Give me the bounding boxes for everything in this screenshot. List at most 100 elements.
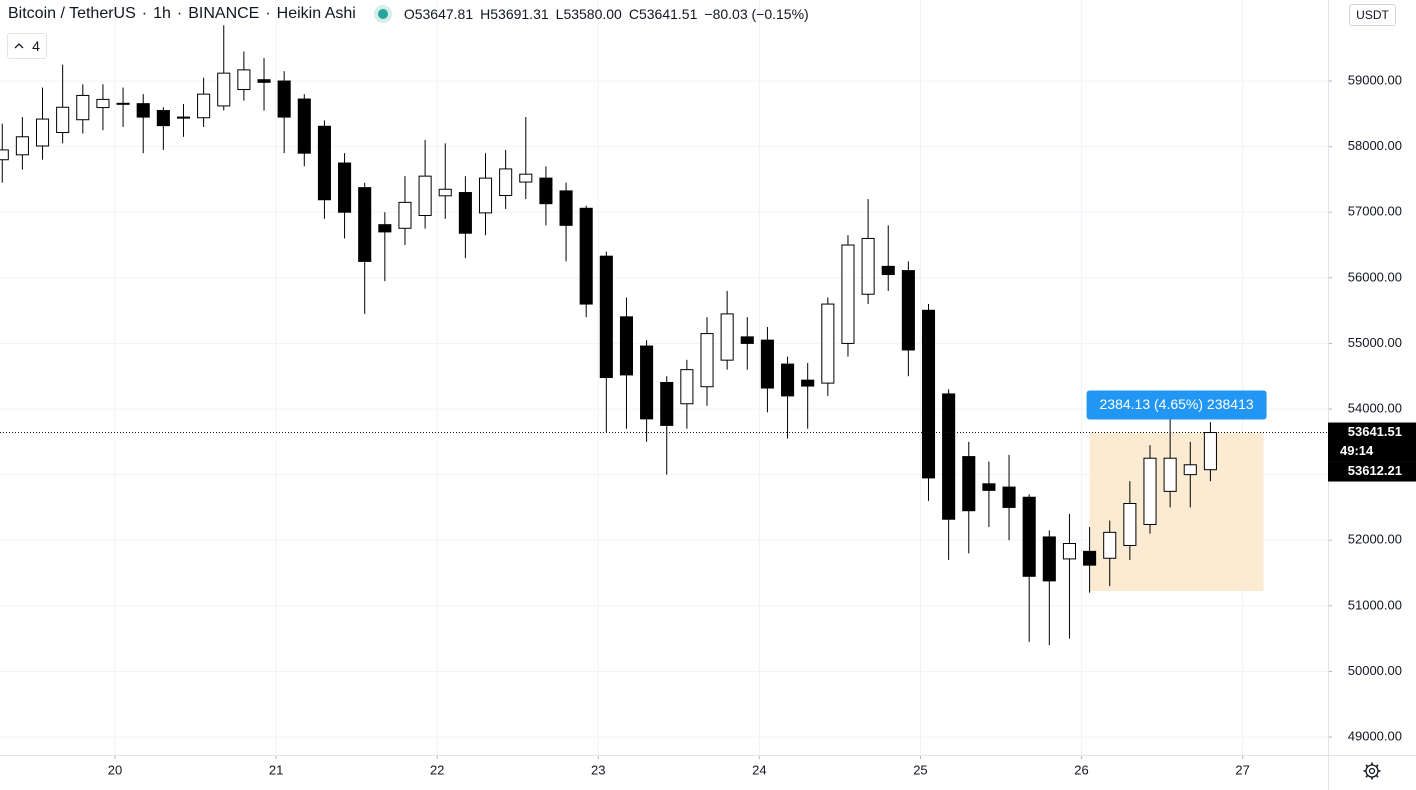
candle-body	[519, 173, 533, 183]
ohlc-key: O	[403, 6, 415, 22]
separator: ·	[141, 5, 148, 22]
candle-body	[901, 270, 915, 351]
ohlc-key: L	[555, 6, 564, 22]
candle-body	[921, 309, 936, 479]
candle-body	[781, 363, 795, 397]
candle-body	[277, 80, 291, 118]
price-change: −80.03 (−0.15%)	[704, 6, 809, 22]
candle-body	[539, 177, 553, 205]
candle-body	[15, 136, 29, 156]
gear-tooth	[1365, 774, 1369, 778]
candle-body	[297, 98, 311, 154]
candle-body	[700, 333, 714, 388]
candle-body	[499, 168, 513, 196]
separator: ·	[176, 5, 183, 22]
candle-body	[1163, 457, 1177, 492]
candle-body	[942, 393, 956, 520]
y-tick-label: 59000.00	[1348, 72, 1402, 87]
candle-body	[1083, 550, 1097, 566]
interval[interactable]: 1h	[153, 5, 171, 22]
second-price-label: 53612.21	[1348, 463, 1402, 478]
candle-body	[358, 187, 372, 262]
measure-area	[1089, 432, 1264, 591]
measure-label-bg	[1086, 390, 1267, 420]
candle-body	[1002, 486, 1016, 508]
y-tick-label: 50000.00	[1348, 663, 1402, 678]
currency-button[interactable]: USDT	[1349, 4, 1396, 26]
ohlc-key: C	[628, 6, 639, 22]
candle-body	[579, 207, 593, 305]
gear-hub	[1368, 767, 1376, 775]
candle-body	[1042, 536, 1056, 582]
y-tick-label: 51000.00	[1348, 597, 1402, 612]
candle-body	[478, 177, 493, 214]
exchange: BINANCE	[188, 5, 260, 22]
candle-body	[760, 339, 774, 389]
candle-body	[0, 149, 9, 161]
chart-header: Bitcoin / TetherUS · 1h · BINANCE · Heikin …	[8, 5, 809, 23]
x-tick-label: 21	[269, 762, 283, 777]
y-tick-label: 52000.00	[1348, 532, 1402, 547]
gear-tooth	[1375, 774, 1379, 778]
separator: ·	[265, 5, 271, 22]
y-tick-label: 49000.00	[1348, 728, 1402, 743]
candle-body	[1062, 543, 1076, 560]
candle-body	[338, 162, 352, 213]
candle-body	[96, 98, 110, 109]
candle-body	[740, 336, 754, 344]
symbol[interactable]: Bitcoin / TetherUS	[8, 5, 136, 22]
x-tick-label: 23	[591, 762, 605, 777]
candle-body	[76, 94, 90, 121]
candle-body	[176, 116, 191, 119]
x-tick-label: 22	[430, 762, 444, 777]
candle-body	[56, 106, 70, 134]
ohlc-value: 53641.51	[638, 6, 698, 22]
indicator-count: 4	[32, 38, 40, 54]
ohlc-value: 53580.00	[563, 6, 622, 22]
candle-body	[720, 313, 734, 361]
candle-body	[136, 103, 150, 118]
candle-body	[1123, 502, 1137, 546]
candle-body	[1183, 464, 1197, 476]
candle-body	[619, 316, 634, 376]
candle-body	[418, 175, 432, 216]
candle-body	[821, 303, 835, 384]
last-price-label: 53641.51	[1348, 424, 1402, 439]
candle-body	[398, 201, 412, 229]
gear-tooth	[1365, 764, 1369, 768]
candle-body	[197, 93, 211, 119]
ohlc-value: 53691.31	[490, 6, 549, 22]
candle-body	[237, 69, 251, 91]
y-tick-label: 58000.00	[1348, 138, 1402, 153]
candle-body	[1103, 531, 1117, 559]
gear-tooth	[1375, 764, 1379, 768]
candle-body	[660, 381, 674, 426]
countdown-label: 49:14	[1340, 443, 1374, 458]
candle-body	[861, 237, 875, 295]
candle-body	[680, 369, 694, 405]
candle-body	[801, 379, 815, 387]
y-tick-label: 56000.00	[1348, 269, 1402, 284]
y-tick-label: 54000.00	[1348, 400, 1402, 415]
x-tick-label: 27	[1235, 762, 1249, 777]
settings-button[interactable]	[1363, 762, 1381, 780]
y-tick-label: 55000.00	[1348, 335, 1402, 350]
indicator-toggle[interactable]: 4	[7, 33, 47, 59]
x-tick-label: 20	[108, 762, 122, 777]
candle-body	[257, 79, 271, 83]
gear-ring	[1365, 764, 1379, 778]
x-tick-label: 25	[913, 762, 927, 777]
candle-body	[599, 255, 613, 379]
candle-body	[156, 110, 170, 127]
measure-label: 2384.13 (4.65%) 238413	[1100, 396, 1254, 412]
candle-body	[640, 345, 654, 420]
x-tick-label: 26	[1074, 762, 1088, 777]
candle-body	[559, 190, 573, 226]
candle-body	[1203, 432, 1217, 471]
candle-body	[1022, 496, 1036, 577]
candle-body	[962, 456, 976, 512]
x-tick-label: 24	[752, 762, 766, 777]
last-price-tag	[1328, 422, 1416, 462]
candle-body	[378, 224, 392, 233]
